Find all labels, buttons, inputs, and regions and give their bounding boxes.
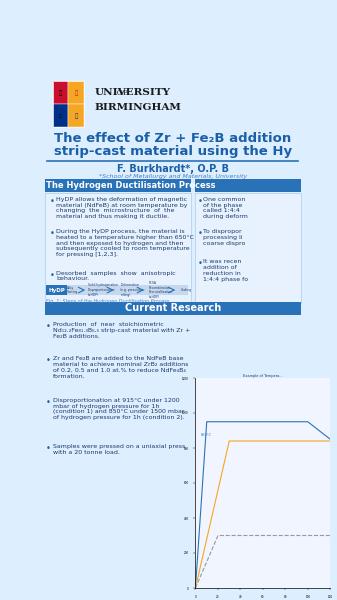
FancyBboxPatch shape — [195, 193, 301, 303]
Text: 🦁: 🦁 — [74, 90, 78, 95]
FancyBboxPatch shape — [45, 193, 191, 303]
Text: •: • — [46, 444, 51, 453]
Text: Cooling: Cooling — [181, 288, 191, 292]
Text: •: • — [46, 322, 51, 331]
Text: •: • — [50, 229, 55, 238]
Text: RCSA
Recombination
Recristallisation
(≥HDP): RCSA Recombination Recristallisation (≥H… — [149, 281, 173, 299]
Text: Samples were pressed on a uniaxial press
with a 20 tonne load.: Samples were pressed on a uniaxial press… — [53, 444, 185, 455]
Text: 🦁: 🦁 — [59, 90, 62, 95]
Text: F. Burkhardt*, O.P. B: F. Burkhardt*, O.P. B — [117, 164, 229, 173]
Text: The effect of Zr + Fe₂B addition: The effect of Zr + Fe₂B addition — [54, 133, 292, 145]
Text: HyDP allows the deformation of magnetic
material (NdFeB) at room temperature by
: HyDP allows the deformation of magnetic … — [57, 197, 188, 219]
Text: The Hydrogen Ductilisation Process: The Hydrogen Ductilisation Process — [46, 181, 216, 190]
FancyBboxPatch shape — [45, 179, 191, 192]
Text: OF: OF — [93, 89, 128, 97]
FancyBboxPatch shape — [68, 81, 84, 104]
FancyBboxPatch shape — [195, 179, 301, 192]
Text: •: • — [50, 197, 55, 206]
Text: UNIVERSITY: UNIVERSITY — [94, 88, 171, 97]
Text: Desorbed  samples  show  anisotropic
behaviour.: Desorbed samples show anisotropic behavi… — [57, 271, 176, 281]
Text: Zr and Fe₂B are added to the NdFeB base
material to achieve nominal ZrB₂ additio: Zr and Fe₂B are added to the NdFeB base … — [53, 356, 188, 379]
Text: *School of Metallurgy and Materials, University: *School of Metallurgy and Materials, Uni… — [99, 175, 247, 179]
Text: HyDP: HyDP — [48, 287, 65, 293]
FancyBboxPatch shape — [53, 104, 68, 127]
Text: Production  of  near  stoichiometric
Nd₁₂.₂Fe₈₁.₃B₆.₅ strip-cast material with Z: Production of near stoichiometric Nd₁₂.₂… — [53, 322, 190, 339]
Text: •: • — [50, 271, 55, 280]
FancyBboxPatch shape — [68, 104, 84, 127]
Text: •: • — [197, 229, 203, 238]
Text: •: • — [197, 197, 203, 206]
Text: Solid hydrogenation
Disproportionation
(≥HDP): Solid hydrogenation Disproportionation (… — [88, 283, 118, 296]
FancyBboxPatch shape — [53, 81, 68, 104]
Text: •: • — [46, 398, 51, 407]
Text: 📖: 📖 — [59, 114, 62, 118]
Text: Fig. 1: Steps of the Hydrogen Ductilisation Process: Fig. 1: Steps of the Hydrogen Ductilisat… — [46, 299, 169, 304]
Text: •: • — [197, 259, 203, 268]
Text: 850°C: 850°C — [201, 433, 212, 437]
Title: Example of Tempera...: Example of Tempera... — [243, 374, 283, 377]
FancyBboxPatch shape — [45, 302, 301, 314]
FancyBboxPatch shape — [46, 285, 67, 295]
Text: Disproportionation at 915°C under 1200
mbar of hydrogen pressure for 1h
(conditi: Disproportionation at 915°C under 1200 m… — [53, 398, 184, 420]
Text: During the HyDP process, the material is
heated to a temperature higher than 650: During the HyDP process, the material is… — [57, 229, 194, 257]
Text: To dispropor
processing li
coarse dispro: To dispropor processing li coarse dispro — [203, 229, 245, 245]
FancyBboxPatch shape — [45, 316, 301, 529]
Text: Fig. 3: Schematic variant
solid hydrogenation disp: Fig. 3: Schematic variant solid hydrogen… — [199, 521, 250, 530]
Text: Current Research: Current Research — [125, 303, 221, 313]
Text: Deformation
(e.g. pressing or
rolling): Deformation (e.g. pressing or rolling) — [121, 283, 145, 296]
FancyBboxPatch shape — [46, 285, 188, 295]
Text: Alloy
Casting: Alloy Casting — [67, 286, 78, 295]
Text: •: • — [46, 356, 51, 365]
Text: It was recen
addition of 
reduction in 
1:4:4 phase fo: It was recen addition of reduction in 1:… — [203, 259, 248, 281]
Text: strip-cast material using the Hy: strip-cast material using the Hy — [54, 145, 292, 158]
Text: BIRMINGHAM: BIRMINGHAM — [94, 103, 181, 112]
Text: One common
of the phase
called 1:4:4 
during deform: One common of the phase called 1:4:4 dur… — [203, 197, 248, 219]
Text: 🦁: 🦁 — [74, 113, 78, 119]
